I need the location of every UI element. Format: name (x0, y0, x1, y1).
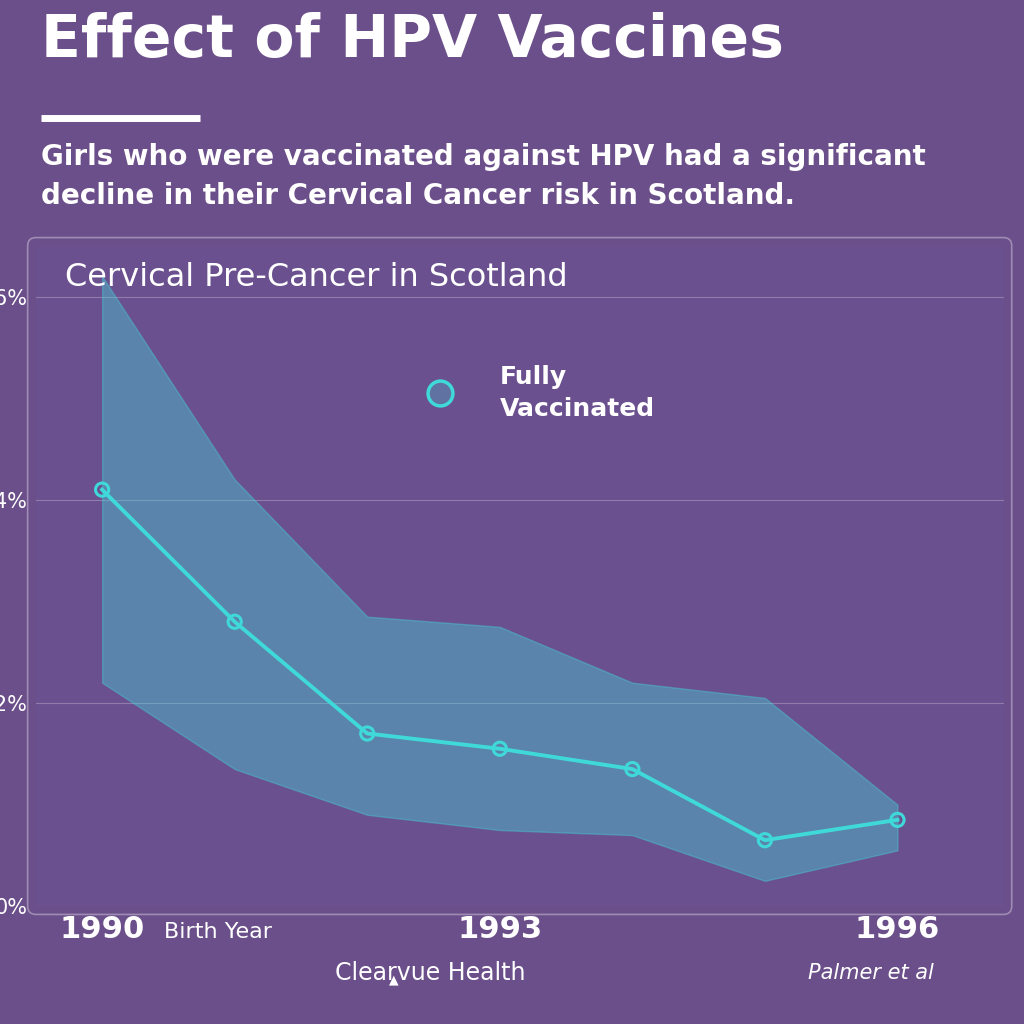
Text: Effect of HPV Vaccines: Effect of HPV Vaccines (41, 12, 783, 70)
Point (757, 831, 773, 848)
Point (889, 812, 905, 828)
Text: Clearvue Health: Clearvue Health (335, 961, 525, 985)
Point (359, 725, 376, 741)
Text: Girls who were vaccinated against HPV had a significant
decline in their Cervica: Girls who were vaccinated against HPV ha… (41, 142, 926, 210)
Point (432, 385, 449, 401)
Point (94, 481, 111, 498)
Point (226, 613, 243, 630)
Text: ▲: ▲ (389, 974, 399, 986)
Text: Birth Year: Birth Year (164, 922, 271, 942)
Point (625, 761, 641, 777)
Point (492, 740, 508, 757)
Text: Palmer et al: Palmer et al (808, 963, 933, 983)
Text: Cervical Pre-Cancer in Scotland: Cervical Pre-Cancer in Scotland (65, 262, 567, 293)
Text: Fully
Vaccinated: Fully Vaccinated (500, 366, 655, 421)
